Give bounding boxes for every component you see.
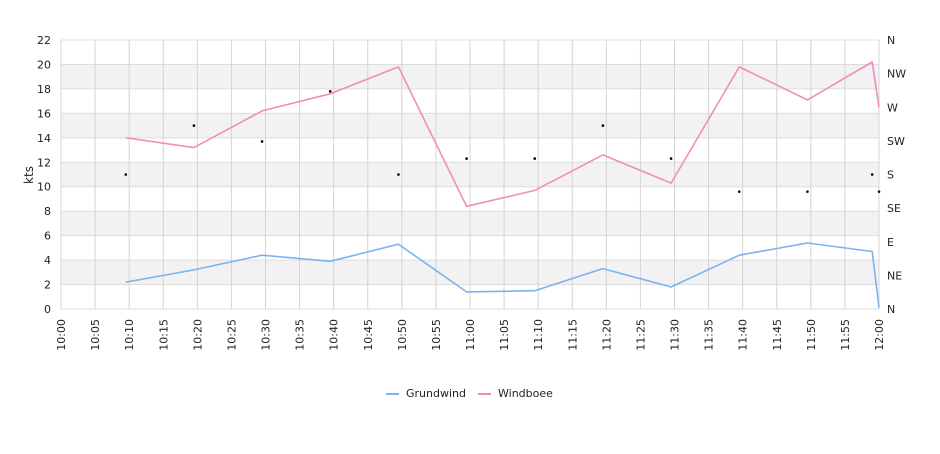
y-tick-label: 2 — [44, 279, 51, 292]
x-tick-label: 10:30 — [260, 319, 273, 351]
y-tick-label: 8 — [44, 205, 51, 218]
x-tick-label: 11:10 — [532, 319, 545, 351]
direction-point — [124, 173, 128, 176]
y-tick-label: 4 — [44, 254, 51, 267]
y-tick-label: 14 — [37, 132, 51, 145]
direction-point — [669, 157, 673, 160]
x-tick-label: 11:30 — [669, 319, 682, 351]
direction-point — [533, 157, 537, 160]
x-tick-label: 10:00 — [55, 319, 68, 351]
direction-point — [397, 173, 400, 176]
right-tick-label: N — [887, 34, 895, 47]
x-tick-label: 10:25 — [225, 319, 238, 351]
x-tick-label: 11:25 — [634, 319, 647, 351]
y-tick-label: 0 — [44, 303, 51, 316]
direction-point — [260, 140, 264, 143]
legend-label: Grundwind — [406, 387, 466, 400]
direction-point — [601, 124, 605, 127]
y-tick-label: 20 — [37, 58, 51, 71]
x-tick-label: 10:05 — [89, 319, 102, 351]
y-axis-ticks: 0 2 4 6 8 10 12 14 16 18 20 22 — [37, 34, 51, 316]
y-tick-label: 6 — [44, 230, 51, 243]
direction-point — [192, 124, 196, 127]
right-tick-label: S — [887, 169, 894, 182]
y-axis-label: kts — [22, 166, 36, 184]
right-tick-label: SW — [887, 135, 905, 148]
right-tick-label: NE — [887, 269, 902, 282]
right-axis-ticks: N NE E SE S SW W NW N — [887, 34, 906, 316]
series-lines — [125, 61, 880, 308]
y-tick-label: 12 — [37, 156, 51, 169]
series-line-grundwind — [125, 242, 880, 308]
x-tick-label: 11:50 — [805, 319, 818, 351]
x-tick-label: 10:50 — [396, 319, 409, 351]
y-tick-label: 16 — [37, 107, 51, 120]
x-tick-label: 10:10 — [123, 319, 136, 351]
x-tick-label: 12:00 — [873, 319, 886, 351]
x-tick-label: 10:40 — [328, 319, 341, 351]
direction-point — [806, 190, 809, 193]
x-tick-label: 11:05 — [498, 319, 511, 351]
legend-label: Windboee — [498, 387, 553, 400]
direction-point — [737, 190, 741, 193]
x-tick-label: 11:45 — [771, 319, 784, 351]
x-tick-label: 11:15 — [566, 319, 579, 351]
x-tick-label: 11:55 — [839, 319, 852, 351]
legend: Grundwind Windboee — [386, 387, 553, 400]
x-tick-label: 11:00 — [464, 319, 477, 351]
x-tick-label: 10:45 — [362, 319, 375, 351]
x-tick-label: 11:20 — [600, 319, 613, 351]
vertical-gridlines — [60, 40, 880, 309]
y-tick-label: 18 — [37, 83, 51, 96]
y-tick-label: 10 — [37, 181, 51, 194]
direction-point — [328, 90, 332, 93]
right-tick-label: NW — [887, 68, 906, 81]
direction-point — [870, 173, 874, 176]
right-tick-label: E — [887, 236, 894, 249]
x-tick-label: 10:20 — [191, 319, 204, 351]
right-tick-label: W — [887, 101, 898, 114]
direction-point — [877, 190, 881, 193]
x-tick-label: 11:40 — [737, 319, 750, 351]
right-tick-label: SE — [887, 202, 901, 215]
x-tick-label: 10:15 — [157, 319, 170, 351]
direction-points — [124, 90, 881, 193]
series-line-windboee — [125, 61, 880, 208]
x-tick-label: 11:35 — [703, 319, 716, 351]
x-tick-label: 10:55 — [430, 319, 443, 351]
x-axis-ticks: 10:00 10:05 10:10 10:15 10:20 10:25 10:30 10:35… — [55, 319, 886, 351]
x-tick-label: 10:35 — [294, 319, 307, 351]
direction-point — [465, 157, 468, 160]
right-tick-label: N — [887, 303, 895, 316]
y-tick-label: 22 — [37, 34, 51, 47]
